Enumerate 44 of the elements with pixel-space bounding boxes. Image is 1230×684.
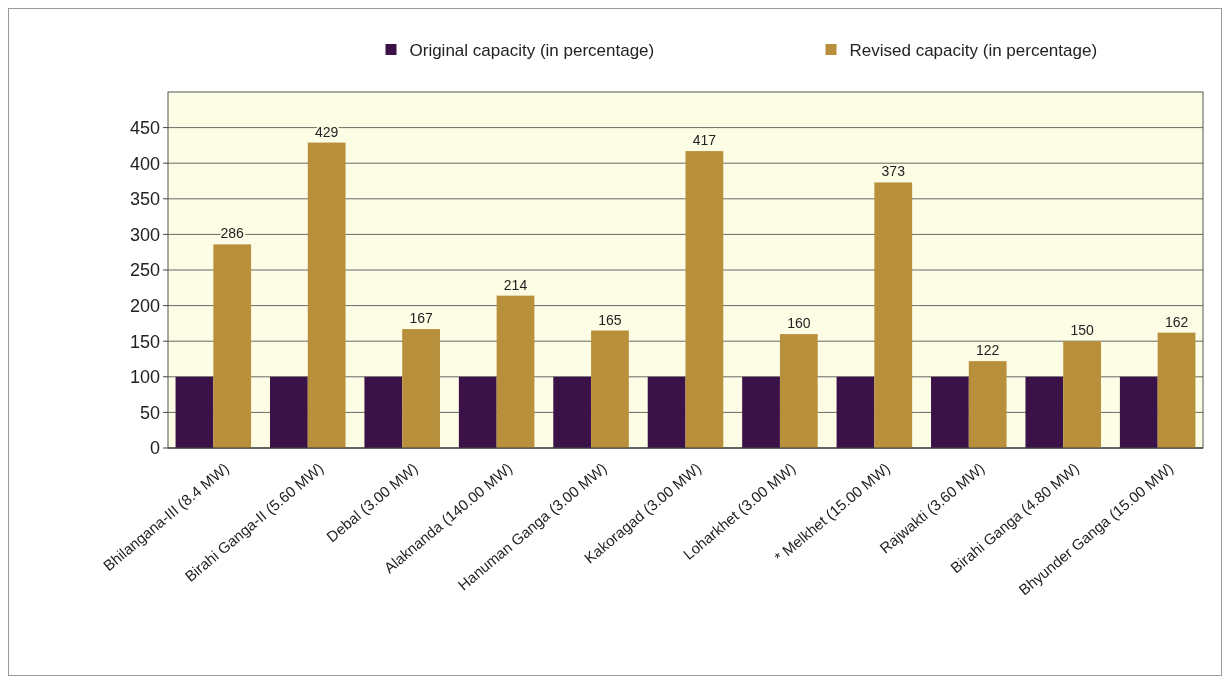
bar [307,142,346,448]
bar [553,376,592,448]
y-tick-label: 400 [129,153,160,174]
data-label: 429 [314,123,339,140]
y-tick-label: 250 [129,260,160,281]
data-label: 417 [692,132,717,149]
legend-label: Original capacity (in percentage) [409,40,655,60]
bar [779,334,818,448]
data-label: 214 [503,276,528,293]
bar [364,376,403,448]
y-tick-label: 200 [129,295,160,316]
y-tick-label: 0 [149,438,160,459]
y-tick-label: 100 [129,367,160,388]
data-label: 150 [1070,322,1095,339]
bar [968,361,1007,448]
y-tick-label: 50 [139,402,160,423]
legend-label: Revised capacity (in percentage) [849,40,1098,60]
bar [742,376,780,448]
bar [685,151,724,448]
data-label: 160 [787,315,811,332]
data-label: 162 [1164,313,1189,330]
bar [1063,341,1102,448]
data-label: 122 [976,342,1000,359]
bar [496,295,535,448]
data-label: 165 [598,311,622,328]
bar [931,376,969,448]
bar [647,376,686,448]
y-tick-label: 350 [129,189,160,210]
data-label: 167 [409,310,433,327]
y-tick-label: 150 [129,331,160,352]
y-tick-label: 300 [129,224,160,245]
bar [1025,376,1064,448]
bar [269,376,308,448]
bar [458,376,497,448]
bar [836,376,875,448]
bar [402,329,440,448]
bar [213,244,252,448]
bar [874,182,913,448]
bar [1157,332,1196,448]
y-tick-label: 450 [129,117,160,138]
bar [175,376,214,448]
bar [591,330,629,448]
data-label: 373 [881,163,906,180]
bar [1119,376,1158,448]
